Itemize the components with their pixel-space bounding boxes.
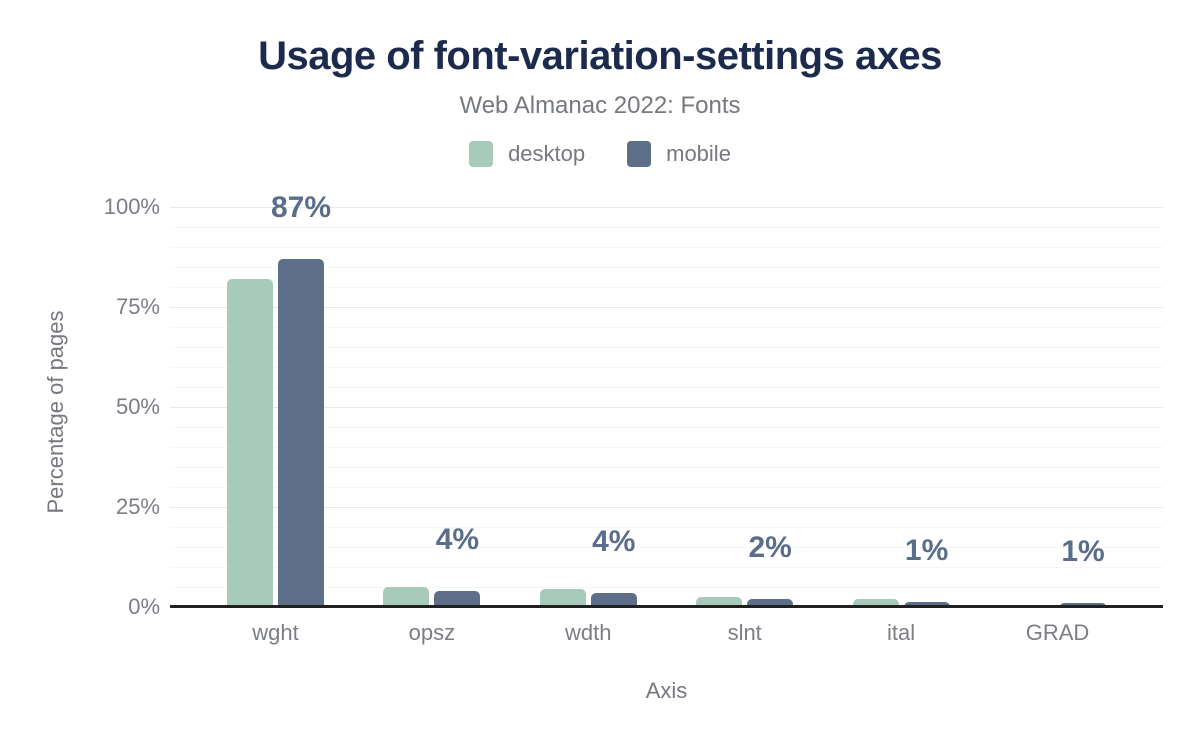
mobile-swatch-icon: [627, 141, 652, 167]
x-axis-title: Axis: [645, 678, 688, 703]
legend-label-mobile: mobile: [666, 141, 731, 166]
y-tick-label: 100%: [103, 194, 160, 219]
bar-desktop-ital: [852, 599, 899, 607]
minor-gridline: [170, 287, 1163, 288]
minor-gridline: [170, 527, 1163, 528]
minor-gridline: [170, 367, 1163, 368]
minor-gridline: [170, 227, 1163, 228]
desktop-swatch-icon: [469, 141, 494, 167]
minor-gridline: [170, 387, 1163, 388]
value-label-wght: 87%: [270, 191, 332, 224]
legend-item-desktop: desktop: [469, 141, 585, 167]
minor-gridline: [170, 347, 1163, 348]
bar-desktop-opsz: [383, 587, 430, 607]
bar-mobile-wdth: [590, 593, 637, 607]
y-tick-label: 0%: [128, 594, 160, 619]
minor-gridline: [170, 547, 1163, 548]
minor-gridline: [170, 467, 1163, 468]
y-tick-label: 75%: [115, 294, 160, 319]
bar-mobile-ital: [903, 602, 950, 607]
bar-mobile-wght: [278, 259, 324, 607]
value-label-opsz: 4%: [435, 523, 480, 556]
x-tick-label-ital: ital: [887, 620, 916, 645]
x-axis-line: [170, 605, 1163, 608]
bar-desktop-wdth: [539, 589, 586, 607]
minor-gridline: [170, 447, 1163, 448]
legend: desktop mobile: [0, 141, 1200, 167]
major-gridline: [170, 507, 1163, 508]
x-tick-label-slnt: slnt: [727, 620, 762, 645]
major-gridline: [170, 207, 1163, 208]
major-gridline: [170, 407, 1163, 408]
bar-desktop-wght: [227, 279, 273, 607]
bar-desktop-slnt: [696, 597, 743, 607]
minor-gridline: [170, 327, 1163, 328]
minor-gridline: [170, 267, 1163, 268]
minor-gridline: [170, 567, 1163, 568]
minor-gridline: [170, 427, 1163, 428]
bar-mobile-slnt: [747, 599, 794, 607]
legend-item-mobile: mobile: [627, 141, 731, 167]
value-label-slnt: 2%: [748, 531, 792, 564]
minor-gridline: [170, 247, 1163, 248]
value-label-wdth: 4%: [592, 525, 636, 558]
chart-subtitle: Web Almanac 2022: Fonts: [459, 92, 741, 119]
bar-mobile-opsz: [434, 591, 481, 607]
x-tick-label-wght: wght: [252, 620, 299, 645]
y-tick-label: 50%: [115, 394, 160, 419]
legend-label-desktop: desktop: [508, 141, 586, 166]
value-label-GRAD: 1%: [1061, 535, 1105, 569]
x-tick-label-opsz: opsz: [408, 620, 456, 645]
y-tick-label: 25%: [115, 494, 160, 519]
minor-gridline: [170, 487, 1163, 488]
chart-title: Usage of font-variation-settings axes: [258, 34, 942, 78]
minor-gridline: [170, 587, 1163, 588]
value-label-ital: 1%: [904, 534, 949, 568]
major-gridline: [170, 307, 1163, 308]
x-tick-label-GRAD: GRAD: [1025, 620, 1090, 645]
x-tick-label-wdth: wdth: [565, 620, 612, 645]
